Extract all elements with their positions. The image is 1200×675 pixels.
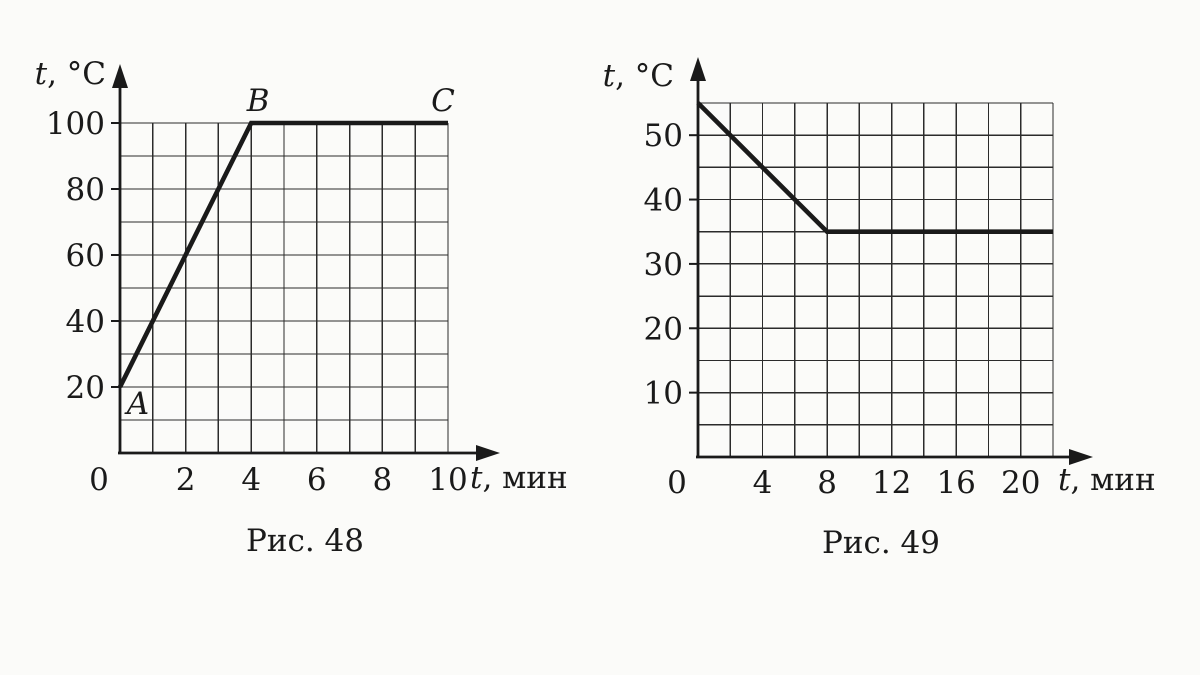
- fig48-point-label-A: A: [124, 386, 149, 422]
- fig49-y-axis-arrow-icon: [690, 57, 706, 81]
- fig49-figure: 10 20 30 40 50 0 4 8 12 16 20: [644, 57, 1093, 501]
- fig48-temperature-curve: [117, 120, 448, 389]
- fig48-y-axis-title: t, °C: [16, 56, 106, 92]
- fig49-x-tick-label: 4: [753, 465, 773, 501]
- fig49-y-axis-variable: t: [602, 58, 616, 94]
- fig48-x-tick-label: 6: [307, 462, 327, 498]
- fig48-x-tick-label: 0: [89, 462, 109, 498]
- fig48-x-axis-unit: , мин: [482, 460, 568, 496]
- fig48-x-axis-arrow-icon: [476, 445, 500, 461]
- fig48-x-axis-title: t, мин: [470, 460, 568, 496]
- fig49-caption: Рис. 49: [821, 525, 941, 561]
- fig48-x-tick-label: 2: [176, 462, 196, 498]
- fig49-y-axis-unit: , °C: [615, 58, 674, 94]
- fig49-x-axis-variable: t: [1058, 462, 1071, 498]
- fig48-y-tick-label: 80: [66, 172, 105, 208]
- fig49-y-tick-label: 50: [644, 118, 683, 154]
- fig48-point-label-C: C: [431, 83, 455, 119]
- fig48-point-label-B: B: [246, 83, 270, 119]
- fig48-caption: Рис. 48: [245, 523, 365, 559]
- fig49-y-tick-label: 10: [644, 376, 683, 412]
- fig49-x-axis-title: t, мин: [1058, 462, 1156, 498]
- fig49-x-tick-label: 0: [667, 465, 687, 501]
- fig49-y-tick-label: 30: [644, 247, 683, 283]
- fig48-x-tick-label: 4: [241, 462, 261, 498]
- fig49-x-axis-arrow-icon: [1069, 449, 1093, 465]
- fig48-y-tick-label: 20: [66, 370, 105, 406]
- fig49-y-axis-title: t, °C: [584, 58, 674, 94]
- fig49-y-tick-label: 20: [644, 311, 683, 347]
- fig48-y-axis-unit: , °C: [47, 56, 106, 92]
- fig49-y-tick-label: 40: [644, 183, 683, 219]
- fig49-temperature-curve: [696, 101, 1053, 235]
- fig49-x-tick-label: 12: [872, 465, 911, 501]
- fig48-figure: 20 40 60 80 100 0 2 4 6 8 10 A B C: [46, 64, 500, 498]
- fig48-x-tick-label: 10: [428, 462, 467, 498]
- fig48-x-axis-variable: t: [470, 460, 483, 496]
- fig48-y-tick-label: 60: [66, 238, 105, 274]
- fig49-x-tick-label: 20: [1001, 465, 1040, 501]
- fig49-x-axis-unit: , мин: [1070, 462, 1156, 498]
- fig49-x-tick-label: 8: [817, 465, 837, 501]
- fig49-x-tick-label: 16: [936, 465, 975, 501]
- fig48-x-tick-label: 8: [373, 462, 393, 498]
- fig48-axes: [118, 78, 488, 455]
- fig48-y-axis-variable: t: [34, 56, 48, 92]
- fig48-y-axis-arrow-icon: [112, 64, 128, 88]
- fig48-y-tick-label: 100: [46, 106, 105, 142]
- fig48-y-tick-label: 40: [66, 304, 105, 340]
